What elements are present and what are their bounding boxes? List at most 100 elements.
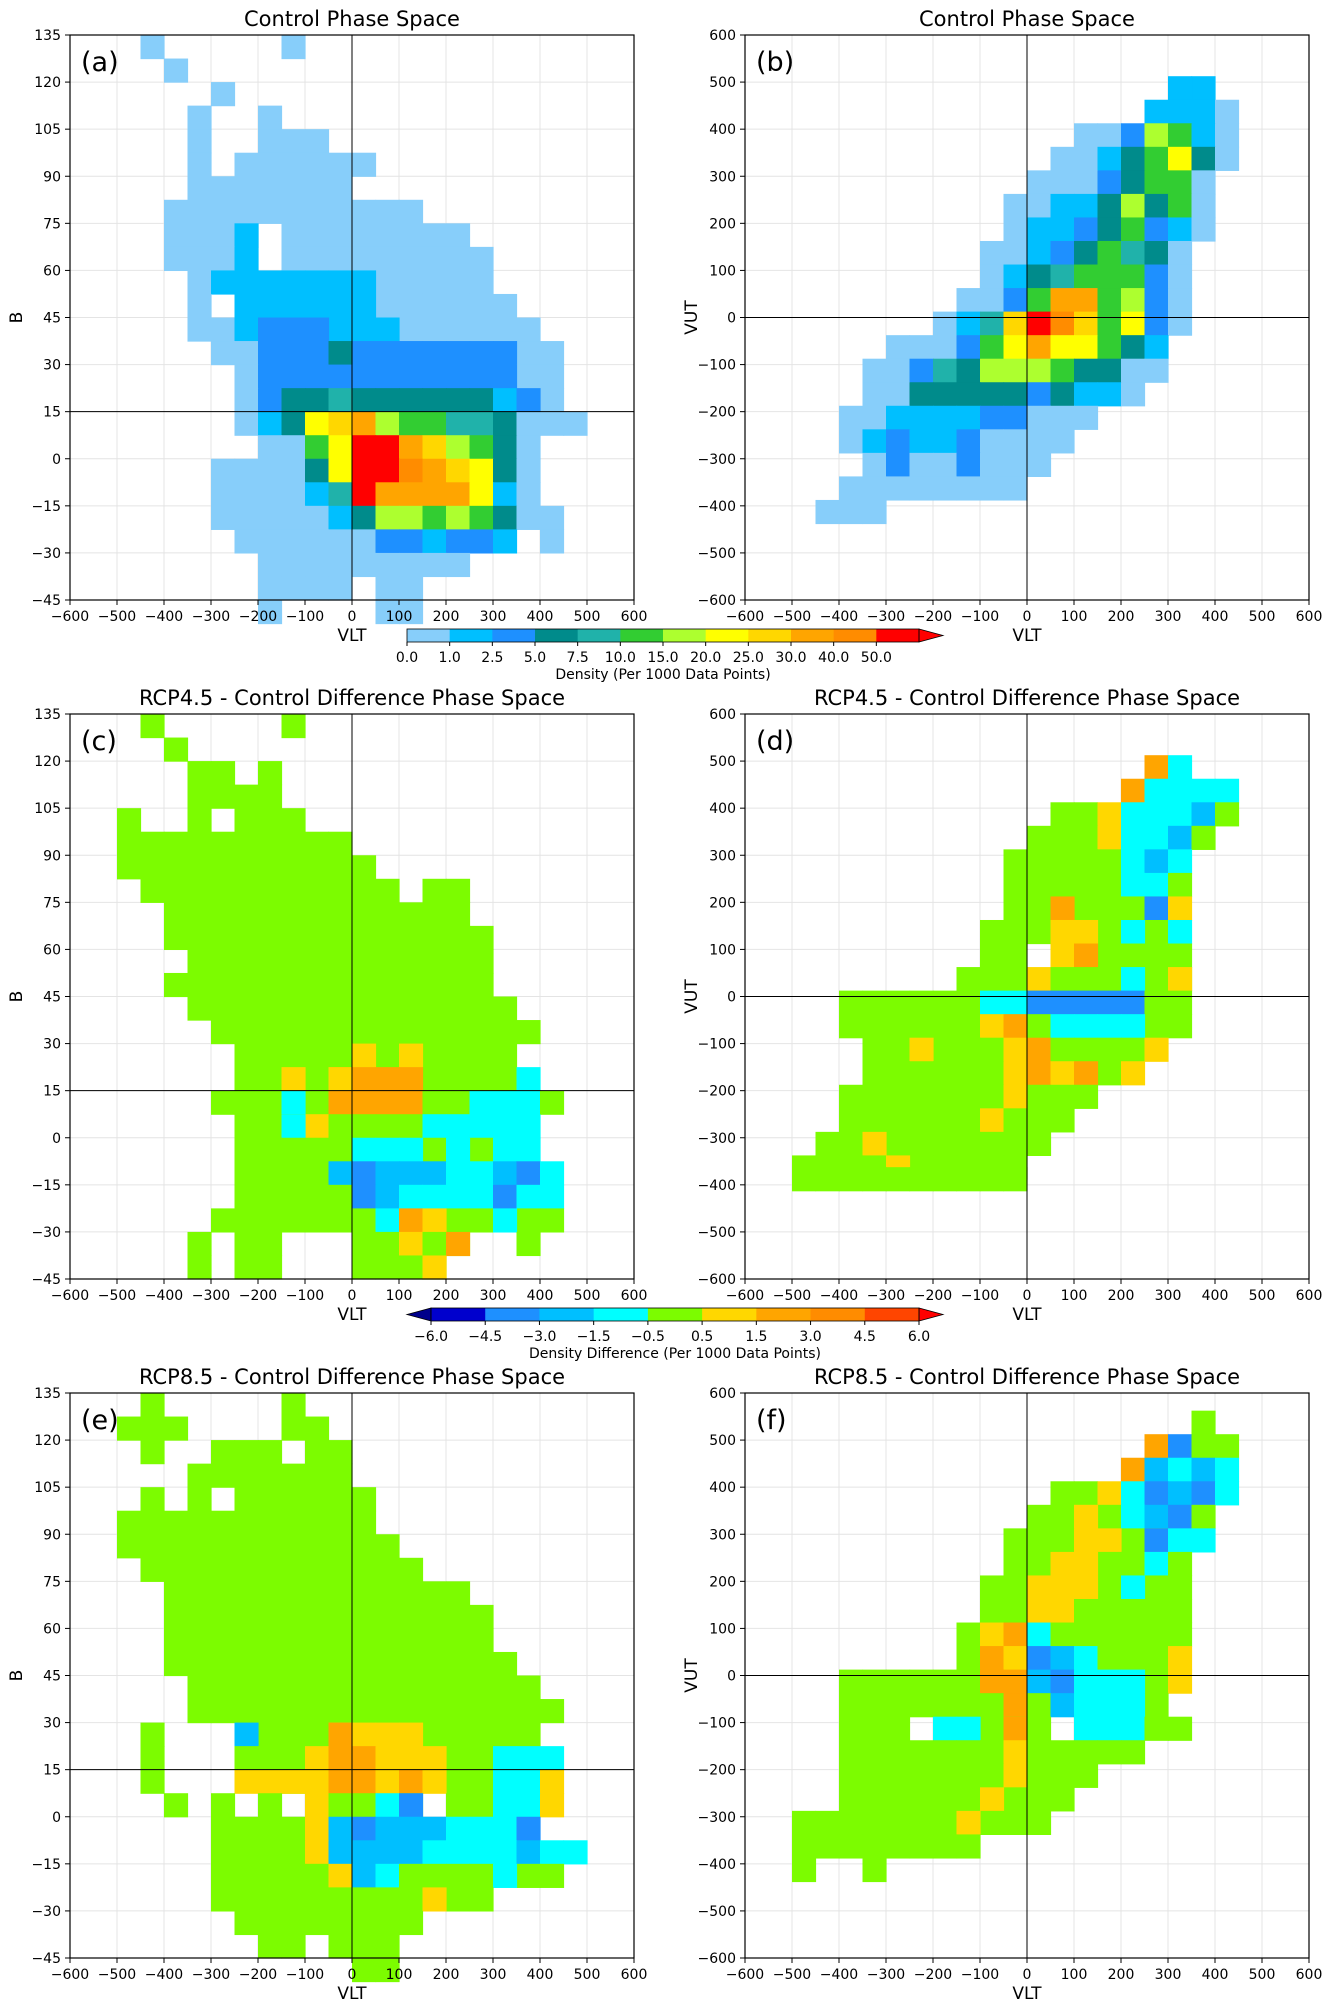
heatmap-cell (1027, 288, 1052, 313)
heatmap-cell (1097, 943, 1122, 968)
heatmap-cell (328, 529, 353, 554)
heatmap-cell (1050, 1551, 1075, 1577)
heatmap-cell (352, 925, 377, 951)
heatmap-cell (909, 1084, 934, 1109)
heatmap-cell (234, 831, 259, 856)
heatmap-cell (980, 1740, 1005, 1765)
heatmap-cell (234, 1581, 259, 1606)
heatmap-cell (909, 1167, 934, 1192)
colorbar-swatch (485, 1308, 540, 1321)
heatmap-cell (281, 831, 306, 856)
heatmap-cell (909, 1763, 934, 1788)
heatmap-cell (862, 990, 887, 1015)
heatmap-cell (305, 364, 330, 389)
heatmap-cell (956, 1763, 981, 1788)
heatmap-cell (1168, 193, 1193, 219)
heatmap-cell (469, 1090, 494, 1115)
heatmap-cell (1097, 382, 1122, 407)
heatmap-cell (211, 199, 236, 224)
heatmap-cell (446, 1840, 471, 1865)
heatmap-cell (258, 808, 283, 833)
heatmap-cell (234, 1090, 259, 1115)
heatmap-cell (1097, 896, 1122, 921)
heatmap-cell (328, 552, 353, 578)
heatmap-cell (305, 152, 330, 177)
heatmap-cell (1121, 1716, 1146, 1741)
heatmap-cell (1027, 1551, 1052, 1577)
heatmap-cell (862, 358, 887, 383)
heatmap-cell (493, 341, 518, 366)
y-tick-label: 120 (34, 754, 61, 770)
heatmap-cell (399, 576, 424, 601)
heatmap-cell (422, 949, 447, 974)
panel-(e): −600 −500 −400 −300 −200 −100 0 100 200 300 400 500… (7, 1365, 647, 2004)
heatmap-cell (1191, 123, 1216, 148)
heatmap-cell (1168, 802, 1193, 827)
heatmap-cell (1168, 919, 1193, 945)
heatmap-cell (493, 482, 518, 507)
heatmap-cell (1003, 1108, 1028, 1133)
heatmap-cell (540, 388, 565, 413)
heatmap-cell (1097, 825, 1122, 850)
heatmap-cell (1027, 825, 1052, 850)
heatmap-cell (375, 341, 400, 366)
heatmap-cell (375, 199, 400, 224)
colorbar-tick-label: 15.0 (647, 650, 678, 666)
heatmap-cell (1215, 802, 1240, 827)
heatmap-cell (909, 1693, 934, 1718)
heatmap-cell (933, 382, 958, 407)
heatmap-cell (1121, 311, 1146, 336)
heatmap-cell (980, 990, 1005, 1015)
heatmap-cell (399, 529, 424, 554)
y-axis-label: VUT (682, 1658, 702, 1693)
heatmap-cell (352, 199, 377, 224)
y-tick-label: 200 (709, 895, 736, 911)
y-tick-label: 500 (709, 1433, 736, 1449)
heatmap-cell (446, 1020, 471, 1045)
heatmap-cell (281, 996, 306, 1021)
heatmap-cell (1097, 1646, 1122, 1671)
heatmap-cell (446, 529, 471, 554)
heatmap-cell (862, 1037, 887, 1062)
heatmap-cell (1097, 1037, 1122, 1062)
y-tick-label: −45 (31, 593, 61, 609)
heatmap-cell (1074, 1575, 1099, 1600)
x-tick-label: 400 (527, 609, 554, 625)
heatmap-cell (399, 1628, 424, 1653)
heatmap-cell (469, 1722, 494, 1747)
heatmap-cell (281, 1628, 306, 1653)
x-tick-label: 100 (386, 1288, 413, 1304)
heatmap-cell (422, 482, 447, 507)
y-tick-label: −500 (698, 1904, 736, 1920)
heatmap-cell (399, 1208, 424, 1233)
heatmap-cell (956, 382, 981, 407)
heatmap-cell (211, 902, 236, 927)
heatmap-cell (375, 600, 400, 625)
heatmap-cell (1003, 264, 1028, 289)
heatmap-cell (422, 1604, 447, 1630)
heatmap-cell (375, 1184, 400, 1209)
heatmap-cell (909, 1834, 934, 1859)
heatmap-cell (328, 1581, 353, 1606)
y-axis-label: B (7, 991, 27, 1003)
y-tick-label: 120 (34, 75, 61, 91)
heatmap-cell (305, 1440, 330, 1465)
heatmap-cell (140, 855, 165, 880)
heatmap-cell (305, 878, 330, 903)
heatmap-cell (187, 129, 212, 154)
heatmap-cell (1168, 99, 1193, 124)
heatmap-cell (1121, 943, 1146, 968)
heatmap-cell (446, 996, 471, 1021)
heatmap-cell (980, 1131, 1005, 1156)
heatmap-cell (516, 1746, 541, 1771)
heatmap-cell (1027, 1787, 1052, 1812)
heatmap-cell (1191, 1481, 1216, 1506)
heatmap-cell (305, 1090, 330, 1115)
heatmap-cell (839, 1810, 864, 1835)
heatmap-cell (258, 1863, 283, 1888)
heatmap-cell (1144, 778, 1169, 803)
heatmap-cell (187, 855, 212, 880)
heatmap-cell (1121, 1669, 1146, 1694)
heatmap-cell (1144, 358, 1169, 383)
heatmap-cell (352, 1651, 377, 1677)
